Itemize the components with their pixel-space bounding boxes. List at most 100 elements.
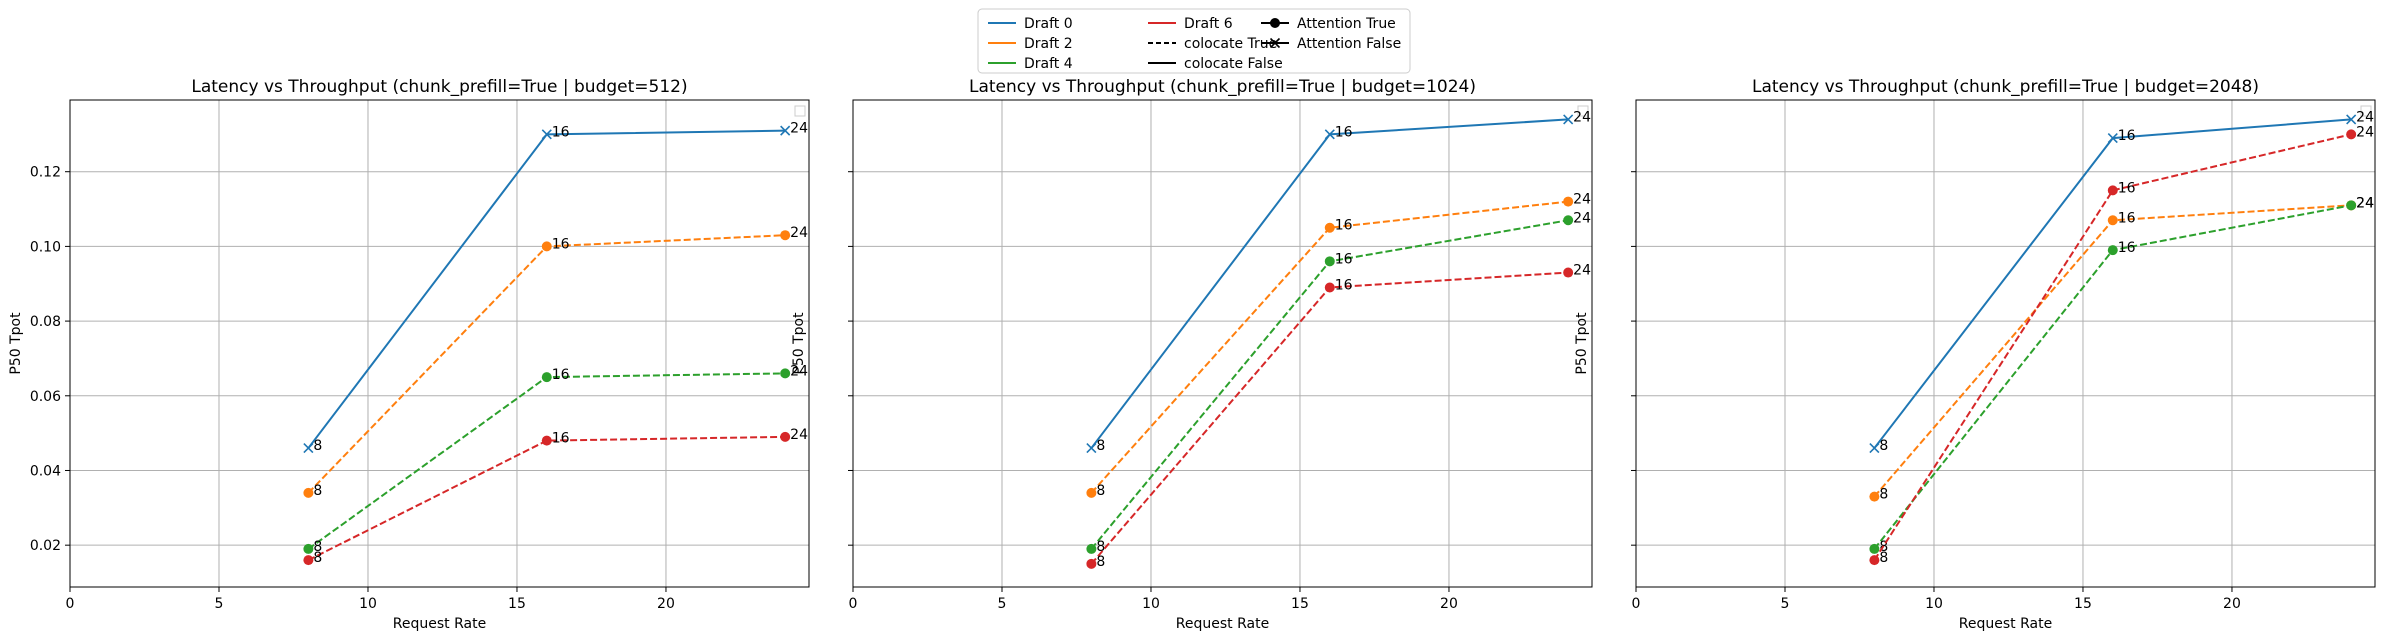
series-line	[1090, 271, 1569, 565]
axes-frame	[69, 99, 810, 588]
point-label: 16	[552, 367, 570, 383]
x-tick-label: 15	[508, 596, 526, 612]
legend-entry: colocate False	[1148, 56, 1283, 72]
data-point	[2346, 129, 2357, 140]
series-draft-0: 8 16 24	[1869, 109, 2374, 454]
series-line	[1873, 204, 2352, 550]
x-tick-label: 10	[1142, 596, 1160, 612]
point-label: 24	[790, 225, 808, 241]
data-point-stroke-b	[303, 443, 314, 454]
subplot-title: Latency vs Throughput (chunk_prefill=Tru…	[191, 77, 687, 97]
point-label: 24	[1573, 210, 1591, 226]
data-point	[2107, 133, 2118, 144]
x-tick-label: 10	[359, 596, 377, 612]
data-point	[303, 555, 314, 566]
legend-entry: Draft 6	[1148, 16, 1233, 32]
series-line	[1873, 118, 2352, 449]
y-tick-label: 0.02	[30, 538, 61, 554]
point-label: 24	[1573, 263, 1591, 279]
point-label: 8	[1879, 438, 1888, 454]
point-label: 24	[790, 427, 808, 443]
x-tick-label: 10	[1925, 596, 1943, 612]
data-point	[780, 368, 791, 379]
x-axis-label: Request Rate	[393, 616, 486, 632]
data-point-stroke-b	[1324, 129, 1335, 140]
legend-marker	[1270, 18, 1280, 28]
point-label: 8	[313, 539, 322, 555]
grid	[69, 100, 809, 587]
data-point	[1563, 215, 1574, 226]
series-line	[307, 129, 786, 449]
point-label: 8	[313, 438, 322, 454]
data-point	[541, 372, 552, 383]
point-label: 16	[2118, 240, 2136, 256]
axes-frame	[1635, 99, 2376, 588]
legend-label: Draft 6	[1184, 16, 1233, 32]
data-point	[303, 543, 314, 554]
legend-label: colocate False	[1184, 56, 1283, 72]
data-point-stroke-b	[2107, 133, 2118, 144]
subplot-2: 0 5 10 15 20 Latency vs Throughput (chunk_pre…	[791, 77, 1593, 632]
x-tick-label: 15	[2074, 596, 2092, 612]
x-tick-label: 20	[1440, 596, 1458, 612]
data-point-stroke-b	[2346, 114, 2357, 125]
subplot-title: Latency vs Throughput (chunk_prefill=Tru…	[969, 77, 1476, 97]
axes-frame	[852, 99, 1593, 588]
series-line	[307, 234, 786, 494]
point-label: 16	[552, 236, 570, 252]
x-axis-label: Request Rate	[1959, 616, 2052, 632]
empty-legend-box	[2360, 105, 2372, 117]
subplots: 0 5 10 15 20 0.02 0.04 0.06 0.08 0.10 0.12 Latency …	[8, 77, 2376, 632]
series-line	[307, 435, 786, 562]
point-label: 24	[2356, 195, 2374, 211]
series-draft-6: 8 16 24	[303, 427, 808, 566]
legend-entry: colocate True	[1148, 36, 1277, 52]
point-label: 8	[1879, 550, 1888, 566]
point-label: 8	[1096, 554, 1105, 570]
legend-frame	[977, 8, 1411, 74]
legend-entry: Attention True	[1261, 16, 1396, 32]
x-tick-label: 5	[215, 596, 224, 612]
data-point-stroke-b	[1869, 443, 1880, 454]
data-point	[1324, 282, 1335, 293]
point-label: 16	[552, 124, 570, 140]
data-point	[541, 129, 552, 140]
legend-label: Attention False	[1297, 36, 1401, 52]
data-point	[1324, 129, 1335, 140]
data-point	[2346, 114, 2357, 125]
series-draft-6: 8 16 24	[1869, 124, 2374, 566]
series-draft-4: 8 16 24	[1869, 195, 2374, 555]
series-line	[307, 372, 786, 550]
data-point	[303, 443, 314, 454]
point-label: 8	[1096, 483, 1105, 499]
data-point	[1086, 558, 1097, 569]
data-point-stroke-b	[1563, 114, 1574, 125]
y-tick-label: 0.08	[30, 314, 61, 330]
point-label: 16	[1335, 218, 1353, 234]
series-draft-2: 8 16 24	[303, 225, 808, 499]
x-tick-label: 5	[998, 596, 1007, 612]
data-point	[2346, 200, 2357, 211]
point-label: 24	[1573, 109, 1591, 125]
data-point	[780, 431, 791, 442]
x-tick-label: 0	[66, 596, 75, 612]
y-tick-label: 0.04	[30, 463, 61, 479]
y-tick-label: 0.10	[30, 239, 61, 255]
point-label: 16	[1335, 124, 1353, 140]
point-label: 16	[1335, 277, 1353, 293]
data-point	[1086, 543, 1097, 554]
data-point-stroke-b	[780, 125, 791, 136]
x-tick-label: 20	[657, 596, 675, 612]
data-point	[2107, 245, 2118, 256]
data-point	[541, 435, 552, 446]
point-label: 24	[2356, 109, 2374, 125]
series-draft-0: 8 16 24	[1086, 109, 1591, 454]
point-label: 8	[1096, 438, 1105, 454]
x-tick-label: 0	[1632, 596, 1641, 612]
data-point	[780, 230, 791, 241]
data-point-stroke-b	[541, 129, 552, 140]
point-label: 16	[2118, 180, 2136, 196]
data-point	[541, 241, 552, 252]
data-point	[1563, 196, 1574, 207]
